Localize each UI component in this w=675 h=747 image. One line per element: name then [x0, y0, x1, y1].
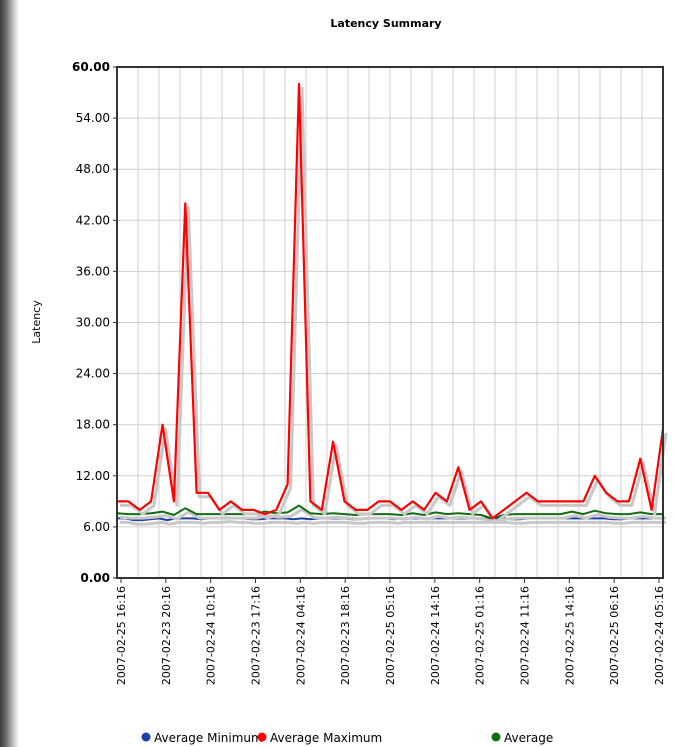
y-tick-label: 6.00 — [83, 520, 110, 534]
y-tick-label: 12.00 — [76, 469, 110, 483]
chart-title: Latency Summary — [330, 17, 441, 30]
y-tick-label: 24.00 — [76, 367, 110, 381]
y-tick-label: 0.00 — [80, 571, 110, 585]
series-layer — [116, 82, 668, 526]
legend: Average Minimum Average Maximum Average — [141, 731, 553, 745]
x-tick-label: 2007-02-24 14:16 — [429, 586, 442, 685]
y-tick-label: 54.00 — [76, 111, 110, 125]
x-tick-label: 2007-02-25 14:16 — [563, 586, 576, 685]
y-tick-label: 18.00 — [76, 418, 110, 432]
series-line-1 — [117, 82, 665, 520]
series-line-2 — [116, 504, 663, 520]
series-shadow-0 — [120, 520, 666, 526]
x-tick-label: 2007-02-23 18:16 — [339, 586, 352, 685]
y-tick-label: 36.00 — [76, 264, 110, 278]
y-tick-label: 42.00 — [76, 213, 110, 227]
legend-label-0: Average Minimum — [154, 731, 263, 745]
series-shadow-2 — [119, 508, 666, 524]
y-axis-label: Latency — [30, 300, 43, 344]
legend-label-1: Average Maximum — [270, 731, 382, 745]
legend-marker-0 — [141, 732, 151, 742]
y-tick-label: 48.00 — [76, 162, 110, 176]
x-axis-ticks: 2007-02-25 16:16 2007-02-23 20:16 2007-02-… — [115, 578, 666, 685]
x-tick-label: 2007-02-24 04:16 — [294, 586, 307, 685]
x-tick-label: 2007-02-25 06:16 — [608, 586, 621, 685]
x-tick-label: 2007-02-25 01:16 — [474, 586, 487, 685]
legend-marker-2 — [491, 732, 501, 742]
y-tick-label: 30.00 — [76, 316, 110, 330]
x-tick-label: 2007-02-24 05:16 — [653, 586, 666, 685]
y-axis-ticks: 0.00 6.00 12.00 18.00 24.00 30.00 36.00 42.00 48… — [72, 60, 117, 585]
legend-label-2: Average — [504, 731, 553, 745]
x-tick-label: 2007-02-25 05:16 — [384, 586, 397, 685]
x-tick-label: 2007-02-24 11:16 — [519, 586, 532, 685]
x-tick-label: 2007-02-23 17:16 — [250, 586, 263, 685]
y-tick-label: 60.00 — [72, 60, 110, 74]
x-tick-label: 2007-02-24 10:16 — [205, 586, 218, 685]
x-tick-label: 2007-02-25 16:16 — [115, 586, 128, 685]
legend-marker-1 — [257, 732, 267, 742]
x-tick-label: 2007-02-23 20:16 — [160, 586, 173, 685]
